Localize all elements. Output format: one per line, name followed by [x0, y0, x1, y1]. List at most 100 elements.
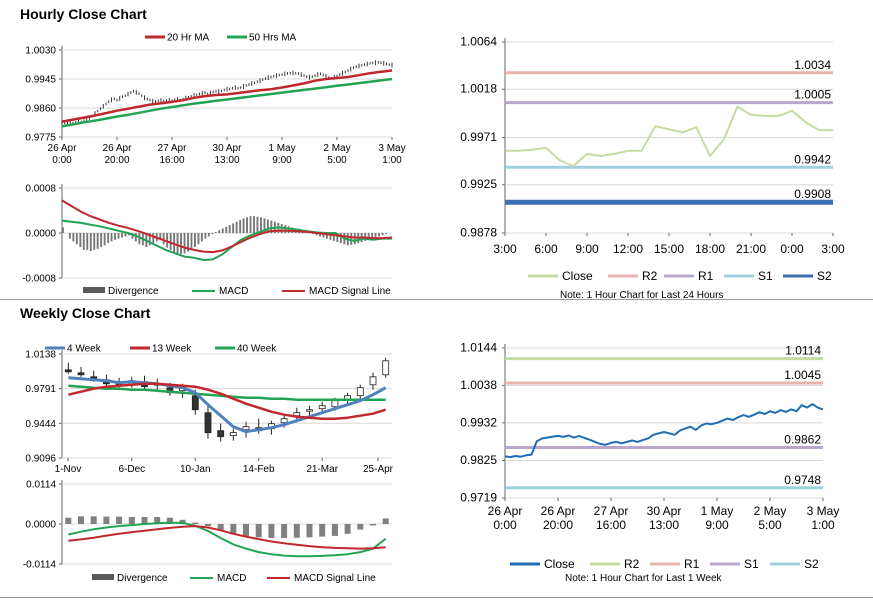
- divergence-bar: [249, 216, 252, 233]
- hourly-levels-x-tick-label: 9:00: [575, 242, 599, 256]
- hourly-macd-chart: 0.0008 0.0000 -0.0008 Divergence MACD MACD Si…: [22, 184, 393, 297]
- level-s2-label: 0.9908: [794, 187, 831, 201]
- divergence-bar: [200, 233, 203, 242]
- hourly-price-x-tick-label: 2 May: [323, 143, 350, 154]
- level-s1-label: 0.9862: [784, 433, 821, 447]
- divergence-bar: [159, 233, 162, 240]
- hourly-levels-x-tick-label: 12:00: [613, 242, 643, 256]
- weekly-macd-y-tick-label: 0.0000: [25, 520, 56, 531]
- divergence-bar: [148, 233, 151, 246]
- divergence-bar: [315, 233, 318, 236]
- divergence-bar: [332, 233, 335, 241]
- legend-divergence-swatch: [83, 287, 105, 293]
- level-s1-label: 0.9942: [794, 152, 831, 166]
- divergence-bar: [287, 226, 290, 233]
- divergence-bar: [306, 524, 313, 538]
- divergence-bar: [152, 233, 155, 245]
- hourly-levels-x-tick-label: 3:00: [493, 242, 517, 256]
- hourly-macd-y-tick-label: 0.0000: [25, 229, 56, 240]
- weekly-levels-x-tick-label: 16:00: [596, 518, 626, 532]
- weekly-macd-chart: 0.0114 0.0000 -0.0114 Divergence MACD MACD Si…: [23, 480, 392, 584]
- divergence-bar: [103, 233, 106, 246]
- divergence-bar: [86, 233, 89, 250]
- divergence-bar: [114, 233, 116, 240]
- series-signal-line: [68, 525, 386, 550]
- hourly-macd-y-tick-label: -0.0008: [22, 274, 56, 285]
- divergence-bar: [266, 219, 269, 233]
- divergence-bar: [192, 522, 199, 524]
- weekly-price-y-tick-label: 0.9096: [25, 454, 56, 465]
- divergence-bar: [263, 218, 266, 233]
- candle-body: [318, 405, 326, 410]
- hourly-macd-y-tick-label: 0.0008: [25, 184, 56, 195]
- legend-r2-label: R2: [624, 557, 640, 571]
- legend-macd-label: MACD: [217, 573, 246, 584]
- divergence-bar: [211, 233, 214, 235]
- weekly-levels-x-tick-label: 9:00: [705, 518, 729, 532]
- divergence-bar: [281, 524, 288, 538]
- hourly-levels-x-tick-label: 21:00: [736, 242, 766, 256]
- hourly-price-y-tick-label: 0.9860: [25, 104, 56, 115]
- divergence-bar: [230, 524, 237, 534]
- level-r2-label: 1.0114: [785, 344, 821, 358]
- legend-s1-label: S1: [744, 557, 759, 571]
- hourly-price-y-tick-label: 1.0030: [25, 46, 56, 57]
- weekly-macd-y-tick-label: -0.0114: [23, 560, 57, 571]
- weekly-levels-y-tick-label: 0.9719: [460, 491, 497, 505]
- divergence-bar: [68, 233, 71, 239]
- candle-body: [217, 430, 225, 438]
- divergence-bar: [382, 518, 389, 524]
- weekly-levels-y-tick-label: 1.0144: [460, 341, 497, 355]
- weekly-price-x-tick-label: 6-Dec: [118, 464, 145, 475]
- hourly-price-x-tick-label: 13:00: [214, 155, 239, 166]
- divergence-bar: [166, 233, 169, 248]
- weekly-levels-x-tick-label: 27 Apr: [594, 504, 629, 518]
- divergence-bar: [232, 223, 235, 233]
- divergence-bar: [221, 228, 224, 233]
- divergence-bar: [183, 233, 186, 254]
- divergence-bar: [381, 233, 384, 236]
- legend-r2-label: R2: [642, 269, 658, 283]
- legend-20hr-ma-label: 20 Hr MA: [167, 33, 210, 44]
- hourly-price-y-tick-label: 0.9945: [25, 75, 56, 86]
- divergence-bar: [329, 233, 332, 240]
- divergence-bar: [204, 233, 207, 239]
- candle-body: [204, 412, 212, 434]
- divergence-bar: [89, 233, 92, 251]
- candle-body: [229, 432, 237, 436]
- series-macd-line: [61, 219, 392, 261]
- divergence-bar: [110, 233, 113, 242]
- divergence-bar: [260, 217, 262, 233]
- divergence-bar: [235, 221, 238, 234]
- divergence-bar: [242, 218, 245, 233]
- weekly-levels-chart: 1.0144 1.0038 0.9932 0.9825 0.9719 1.0114 1.00…: [460, 341, 839, 572]
- hourly-price-x-tick-label: 0:00: [52, 155, 72, 166]
- series-macd-line: [68, 521, 387, 558]
- divergence-bar: [65, 517, 72, 524]
- legend-close-label: Close: [544, 557, 575, 571]
- weekly-price-x-tick-label: 1-Nov: [55, 464, 82, 475]
- series-50hrs-ma-line: [61, 77, 393, 128]
- legend-r1-label: R1: [684, 557, 700, 571]
- divergence-bar: [319, 233, 321, 237]
- divergence-bar: [217, 524, 224, 531]
- candle-body: [331, 400, 339, 408]
- candle-body: [306, 409, 313, 412]
- hourly-levels-y-tick-label: 1.0018: [460, 82, 497, 96]
- weekly-levels-x-tick-label: 13:00: [649, 518, 679, 532]
- hourly-price-x-tick-label: 3 May: [378, 143, 405, 154]
- legend-close-label: Close: [562, 269, 593, 283]
- weekly-price-x-tick-label: 21-Mar: [306, 464, 338, 475]
- divergence-bar: [256, 216, 259, 233]
- hourly-price-x-tick-label: 16:00: [159, 155, 184, 166]
- level-r2-label: 1.0034: [794, 58, 831, 72]
- level-r1-label: 1.0045: [784, 368, 821, 382]
- hourly-levels-chart: 1.0064 1.0018 0.9971 0.9925 0.9878 1.0034 1.00…: [460, 35, 845, 284]
- divergence-bar: [374, 233, 377, 238]
- hourly-levels-x-tick-label: 6:00: [534, 242, 558, 256]
- divergence-bar: [350, 233, 353, 245]
- weekly-levels-x-tick-label: 1 May: [701, 504, 734, 518]
- hourly-section-title: Hourly Close Chart: [20, 6, 147, 22]
- hourly-levels-y-tick-label: 0.9878: [460, 226, 497, 240]
- hourly-price-x-tick-label: 30 Apr: [213, 143, 243, 154]
